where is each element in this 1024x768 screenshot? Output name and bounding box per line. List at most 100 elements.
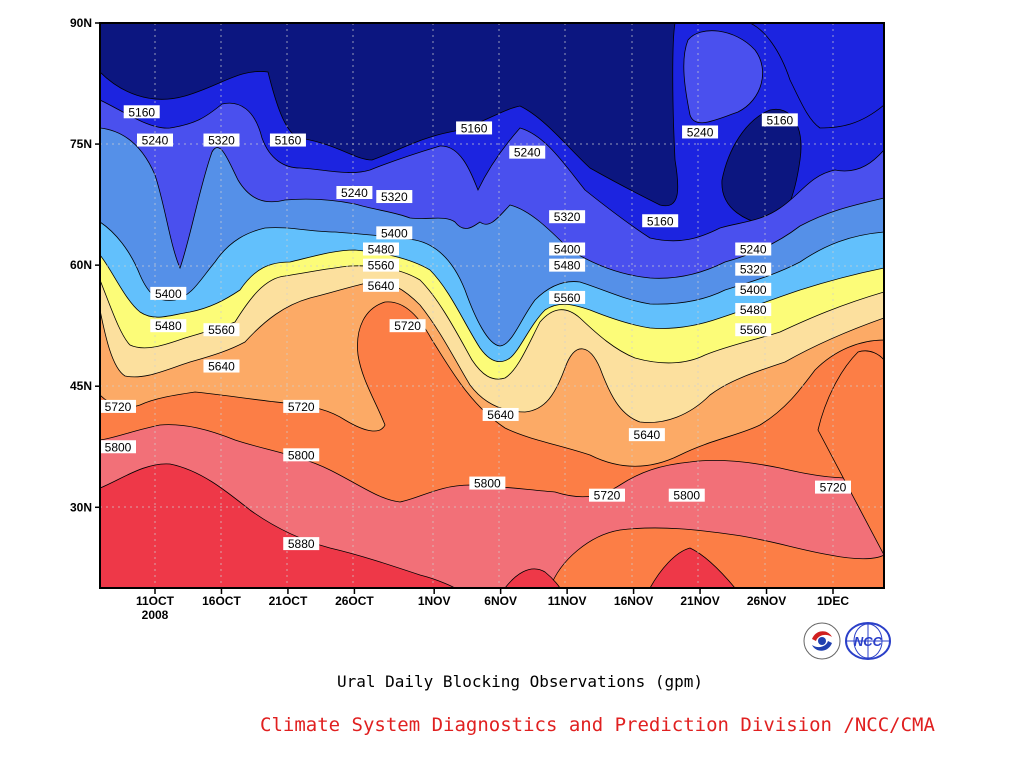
- svg-text:5400: 5400: [554, 243, 581, 257]
- contour-label: 5800: [469, 476, 506, 491]
- svg-text:5640: 5640: [368, 279, 395, 293]
- contour-label: 5640: [203, 359, 240, 374]
- svg-text:5800: 5800: [474, 477, 501, 491]
- contour-label: 5320: [735, 262, 772, 277]
- contour-label: 5720: [283, 399, 320, 414]
- svg-text:5800: 5800: [288, 448, 315, 462]
- contour-labels: 5160 5240 5320 5160 5240 5320 5400 5480 5560 5640…: [100, 105, 851, 551]
- x-tick-label: 21NOV: [680, 594, 719, 608]
- contour-label: 5720: [815, 480, 851, 495]
- y-axis: 90N 75N 60N 45N 30N: [70, 16, 100, 514]
- contour-label: 5400: [150, 286, 187, 301]
- band-5880-c: [649, 547, 736, 588]
- credit-line: Climate System Diagnostics and Predictio…: [260, 714, 935, 736]
- svg-text:5720: 5720: [288, 400, 315, 414]
- svg-text:5240: 5240: [341, 186, 368, 200]
- contour-label: 5560: [549, 290, 586, 305]
- band-5880: [100, 463, 456, 588]
- contour-label: 5480: [735, 303, 772, 317]
- svg-text:5800: 5800: [105, 440, 132, 454]
- x-tick-label: 1NOV: [418, 594, 451, 608]
- svg-text:5160: 5160: [647, 214, 674, 228]
- contour-label: 5240: [735, 242, 772, 257]
- svg-text:5720: 5720: [820, 481, 847, 495]
- svg-text:5240: 5240: [740, 243, 767, 257]
- y-tick-label: 30N: [70, 500, 92, 514]
- contour-label: 5320: [376, 190, 413, 204]
- y-tick-label: 75N: [70, 137, 92, 151]
- svg-text:5240: 5240: [687, 125, 714, 139]
- svg-text:5720: 5720: [394, 319, 421, 333]
- svg-text:5720: 5720: [594, 489, 621, 503]
- svg-text:5160: 5160: [128, 105, 155, 119]
- contour-label: 5560: [363, 258, 399, 273]
- contour-label: 5240: [509, 145, 546, 160]
- plot-frame: [99, 22, 885, 589]
- x-tick-label: 11OCT: [136, 594, 175, 608]
- x-tick-label: 21OCT: [269, 594, 308, 608]
- svg-text:5320: 5320: [554, 210, 581, 224]
- x-tick-label: 26OCT: [335, 594, 374, 608]
- contour-label: 5240: [336, 186, 373, 200]
- svg-text:5400: 5400: [381, 226, 408, 240]
- contour-label: 5160: [456, 121, 493, 135]
- contour-label: 5800: [283, 448, 320, 462]
- x-tick-label: 16NOV: [614, 594, 653, 608]
- x-tick-label: 1DEC: [817, 594, 849, 608]
- x-tick-label: 6NOV: [484, 594, 517, 608]
- svg-text:5560: 5560: [368, 259, 395, 273]
- svg-text:5560: 5560: [208, 323, 235, 337]
- y-tick-label: 60N: [70, 258, 92, 272]
- svg-text:5160: 5160: [766, 113, 793, 127]
- svg-text:5160: 5160: [275, 134, 302, 148]
- ncc-logo-icon: NCC: [845, 622, 891, 660]
- svg-text:5640: 5640: [634, 428, 661, 442]
- contour-label: 5400: [549, 242, 586, 257]
- x-year-label: 2008: [142, 608, 169, 622]
- contour-label: 5800: [100, 440, 136, 454]
- svg-text:5160: 5160: [461, 121, 488, 135]
- svg-text:NCC: NCC: [854, 634, 883, 649]
- band-5720-patch: [549, 350, 884, 588]
- svg-text:5320: 5320: [740, 263, 767, 277]
- svg-text:5720: 5720: [105, 400, 132, 414]
- contour-label: 5480: [363, 242, 399, 257]
- svg-text:5240: 5240: [142, 134, 169, 148]
- y-tick-label: 45N: [70, 379, 92, 393]
- svg-text:5320: 5320: [208, 134, 235, 148]
- chart-caption: Ural Daily Blocking Observations (gpm): [336, 672, 704, 691]
- contour-label: 5320: [549, 210, 586, 224]
- bcc-logo-icon: [803, 622, 841, 660]
- svg-text:5880: 5880: [288, 537, 315, 551]
- contour-label: 5800: [668, 488, 705, 503]
- svg-text:5640: 5640: [208, 360, 235, 374]
- contour-label: 5880: [283, 537, 320, 551]
- svg-text:5560: 5560: [740, 323, 767, 337]
- contour-label: 5720: [100, 399, 136, 414]
- svg-text:5480: 5480: [155, 319, 182, 333]
- contour-label: 5640: [628, 428, 665, 442]
- contour-label: 5560: [203, 323, 240, 337]
- svg-text:5400: 5400: [740, 283, 767, 297]
- x-tick-label: 26NOV: [747, 594, 786, 608]
- contour-label: 5160: [269, 133, 306, 148]
- svg-text:5480: 5480: [554, 259, 581, 273]
- x-tick-label: 16OCT: [202, 594, 241, 608]
- svg-text:5560: 5560: [554, 291, 581, 305]
- contour-label: 5480: [549, 258, 586, 273]
- contour-label: 5640: [482, 407, 519, 422]
- contour-label: 5480: [150, 319, 187, 333]
- contour-label: 5160: [123, 105, 160, 119]
- contour-label: 5240: [137, 133, 173, 148]
- svg-text:5640: 5640: [487, 408, 514, 422]
- y-tick-label: 90N: [70, 16, 92, 30]
- contour-label: 5400: [735, 282, 772, 297]
- x-tick-label: 11NOV: [548, 594, 587, 608]
- svg-text:5400: 5400: [155, 287, 182, 301]
- contour-label: 5400: [376, 226, 413, 240]
- contour-label: 5320: [203, 133, 240, 148]
- svg-text:5320: 5320: [381, 190, 408, 204]
- svg-text:5480: 5480: [740, 303, 767, 317]
- contour-label: 5720: [589, 488, 625, 503]
